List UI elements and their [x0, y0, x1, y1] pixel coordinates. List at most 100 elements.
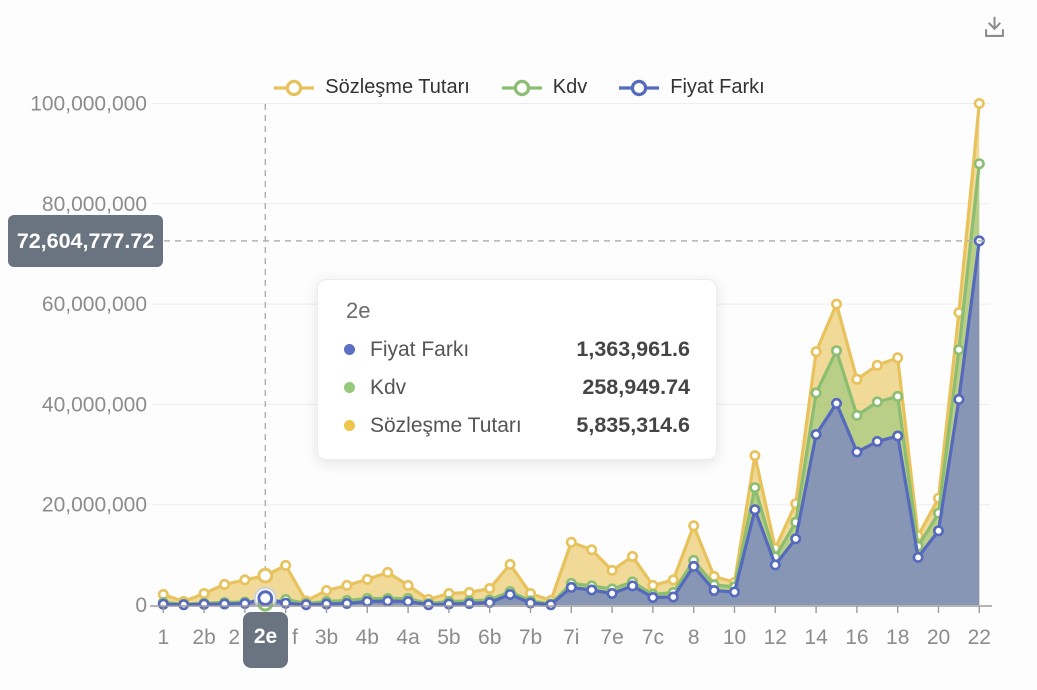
- y-axis-pointer-badge: 72,604,777.72: [8, 215, 163, 267]
- data-point[interactable]: [606, 587, 618, 599]
- data-point[interactable]: [790, 533, 802, 545]
- data-point[interactable]: [463, 586, 475, 598]
- data-point[interactable]: [382, 566, 394, 578]
- data-point[interactable]: [932, 525, 944, 537]
- data-point[interactable]: [892, 352, 904, 364]
- data-point[interactable]: [973, 158, 985, 170]
- data-point[interactable]: [504, 588, 516, 600]
- data-point[interactable]: [769, 559, 781, 571]
- data-point[interactable]: [198, 587, 210, 599]
- data-point[interactable]: [810, 346, 822, 358]
- data-point[interactable]: [341, 579, 353, 591]
- data-point[interactable]: [484, 582, 496, 594]
- tooltip-row: Kdv 258,949.74: [344, 375, 690, 400]
- data-point[interactable]: [402, 595, 414, 607]
- y-axis-label: 80,000,000: [42, 193, 147, 216]
- data-point[interactable]: [667, 591, 679, 603]
- tooltip-series-label: Sözleşme Tutarı: [370, 413, 522, 437]
- data-point[interactable]: [851, 409, 863, 421]
- data-point[interactable]: [300, 599, 312, 611]
- data-point[interactable]: [810, 428, 822, 440]
- data-point[interactable]: [606, 564, 618, 576]
- data-point[interactable]: [647, 591, 659, 603]
- data-point[interactable]: [830, 298, 842, 310]
- y-axis-label: 0: [135, 594, 147, 617]
- data-point[interactable]: [565, 536, 577, 548]
- data-point[interactable]: [667, 574, 679, 586]
- data-point[interactable]: [892, 430, 904, 442]
- data-point[interactable]: [320, 584, 332, 596]
- x-axis-label: 18: [886, 626, 909, 649]
- data-point[interactable]: [708, 584, 720, 596]
- download-button[interactable]: [978, 11, 1010, 43]
- x-axis-label: 7b: [519, 626, 542, 649]
- tooltip-row: Fiyat Farkı 1,363,961.6: [344, 337, 690, 362]
- data-point[interactable]: [871, 435, 883, 447]
- legend-label: Kdv: [552, 76, 588, 98]
- data-point[interactable]: [810, 387, 822, 399]
- legend-item-sozlesme-tutari[interactable]: Sözleşme Tutarı: [272, 76, 470, 99]
- data-point[interactable]: [973, 98, 985, 110]
- data-point[interactable]: [647, 579, 659, 591]
- data-point[interactable]: [586, 544, 598, 556]
- x-axis-pointer-badge: 2e: [243, 612, 288, 668]
- data-point[interactable]: [892, 390, 904, 402]
- series-dot-icon: [344, 382, 355, 393]
- data-point[interactable]: [504, 558, 516, 570]
- hovered-data-point[interactable]: [257, 567, 274, 584]
- x-axis-label: f: [292, 626, 298, 649]
- tooltip-series-label: Fiyat Farkı: [370, 337, 470, 361]
- data-point[interactable]: [565, 581, 577, 593]
- data-point[interactable]: [545, 599, 557, 611]
- x-axis-label: 4b: [356, 626, 379, 649]
- data-point[interactable]: [239, 574, 251, 586]
- x-axis-label: 1: [157, 626, 169, 649]
- chart-legend: Sözleşme Tutarı Kdv Fiyat Farkı: [0, 76, 1037, 99]
- y-axis-pointer-value: 72,604,777.72: [16, 228, 155, 253]
- data-point[interactable]: [382, 595, 394, 607]
- data-point[interactable]: [728, 586, 740, 598]
- x-axis-label: 10: [723, 626, 746, 649]
- data-point[interactable]: [871, 359, 883, 371]
- data-point[interactable]: [749, 450, 761, 462]
- data-point[interactable]: [361, 573, 373, 585]
- legend-item-kdv[interactable]: Kdv: [500, 76, 587, 99]
- data-point[interactable]: [688, 520, 700, 532]
- data-point[interactable]: [830, 397, 842, 409]
- data-point[interactable]: [953, 344, 965, 356]
- x-axis-label: 2: [228, 626, 240, 649]
- x-axis-label: 4a: [396, 626, 420, 649]
- x-axis-label: 3b: [315, 626, 338, 649]
- legend-marker-kdv-icon: [501, 79, 542, 96]
- data-point[interactable]: [871, 396, 883, 408]
- data-point[interactable]: [219, 578, 231, 590]
- data-point[interactable]: [851, 373, 863, 385]
- data-point[interactable]: [422, 599, 434, 611]
- series-dot-icon: [344, 344, 355, 355]
- legend-item-fiyat-farki[interactable]: Fiyat Farkı: [617, 76, 765, 99]
- data-point[interactable]: [851, 446, 863, 458]
- x-axis-label: 8: [688, 626, 700, 649]
- data-point[interactable]: [953, 393, 965, 405]
- data-point[interactable]: [280, 559, 292, 571]
- x-axis-label: 2b: [192, 626, 215, 649]
- data-point[interactable]: [749, 504, 761, 516]
- data-point[interactable]: [749, 482, 761, 494]
- data-point[interactable]: [912, 551, 924, 563]
- data-point[interactable]: [178, 599, 190, 611]
- hovered-data-point[interactable]: [257, 590, 274, 607]
- data-point[interactable]: [219, 598, 231, 610]
- data-point[interactable]: [361, 595, 373, 607]
- x-axis-label: 7e: [600, 626, 623, 649]
- data-point[interactable]: [402, 579, 414, 591]
- series-dot-icon: [344, 420, 355, 431]
- data-point[interactable]: [830, 345, 842, 357]
- data-point[interactable]: [626, 550, 638, 562]
- data-point[interactable]: [626, 580, 638, 592]
- data-point[interactable]: [688, 560, 700, 572]
- data-point[interactable]: [586, 584, 598, 596]
- tooltip-series-value: 5,835,314.6: [576, 413, 690, 437]
- y-axis-label: 60,000,000: [42, 293, 147, 316]
